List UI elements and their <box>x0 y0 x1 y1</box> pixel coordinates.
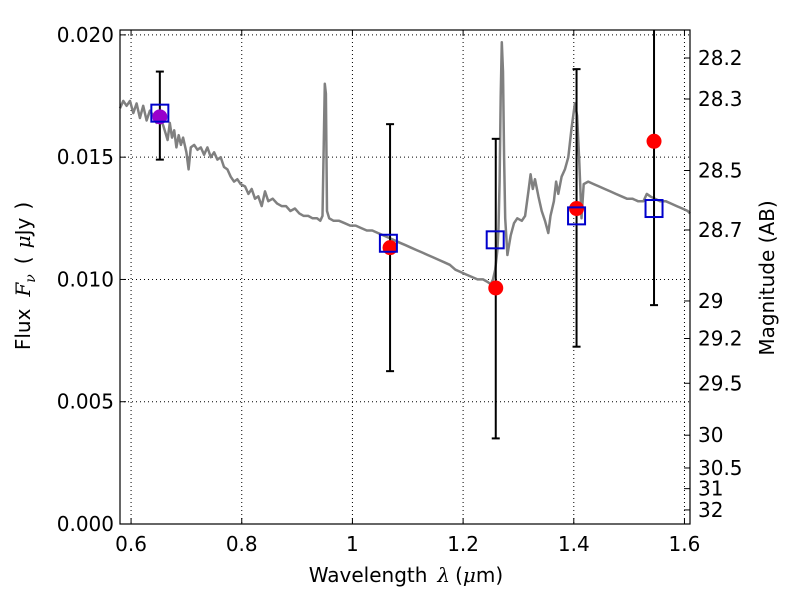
plot-frame <box>119 29 691 525</box>
x-tick-label: 1.4 <box>558 532 590 556</box>
y2-axis-label: Magnitude (AB) <box>755 200 779 355</box>
y-axis-ticks: 0.000 0.005 0.010 0.015 0.020 <box>57 23 126 536</box>
y2-tick-label: 28.5 <box>698 159 743 183</box>
observed-point <box>382 240 398 256</box>
x-tick-label: 0.6 <box>115 532 147 556</box>
x-tick-label: 1.6 <box>669 532 701 556</box>
y2-tick-label: 28.2 <box>698 46 743 70</box>
model-spectrum-series <box>118 40 691 286</box>
y-tick-label: 0.005 <box>57 390 114 414</box>
model-point <box>567 206 587 226</box>
y2-tick-label: 30.5 <box>698 456 743 480</box>
y2-tick-label: 32 <box>698 498 723 522</box>
plot-border <box>119 29 691 525</box>
observed-points-series <box>152 109 662 296</box>
y2-tick-label: 31 <box>698 477 723 501</box>
model-point <box>485 230 505 250</box>
y2-tick-label: 29.5 <box>698 371 743 395</box>
grid <box>120 30 690 525</box>
model-spectrum-line <box>118 40 691 286</box>
x-axis-label: Wavelength λ (μm) <box>309 563 503 587</box>
y2-tick-label: 28.3 <box>698 87 743 111</box>
y2-tick-label: 29.2 <box>698 326 743 350</box>
model-photometry-series <box>150 103 664 253</box>
x-tick-label: 1 <box>346 532 359 556</box>
observed-point <box>488 280 504 296</box>
y-tick-label: 0.000 <box>57 512 114 536</box>
y2-tick-label: 28.7 <box>698 218 743 242</box>
observed-point <box>152 109 168 125</box>
y-axis-label: FluxFν(μJy) <box>11 202 39 350</box>
y-tick-label: 0.010 <box>57 267 114 291</box>
error-bars <box>155 30 659 440</box>
y-tick-label: 0.015 <box>57 145 114 169</box>
x-tick-label: 1.2 <box>447 532 479 556</box>
observed-point <box>646 133 662 149</box>
x-axis-ticks: 0.6 0.8 1 1.2 1.4 1.6 <box>115 30 700 556</box>
y2-tick-label: 29 <box>698 289 723 313</box>
model-point <box>644 199 664 219</box>
observed-point <box>569 201 585 217</box>
model-point <box>378 233 398 253</box>
y2-tick-label: 30 <box>698 423 723 447</box>
y-tick-label: 0.020 <box>57 23 114 47</box>
model-point <box>150 103 170 123</box>
x-tick-label: 0.8 <box>226 532 258 556</box>
